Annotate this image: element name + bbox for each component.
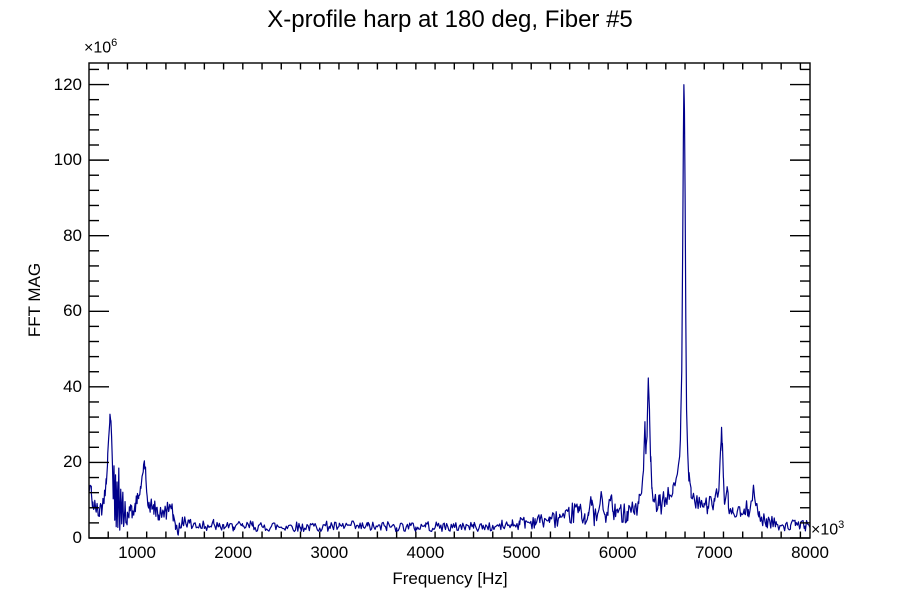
y-tick-label: 100 <box>53 150 82 170</box>
x-tick-label: 6000 <box>598 543 637 562</box>
y-tick-label: 20 <box>63 452 82 472</box>
x-tick-label: 5000 <box>502 543 541 562</box>
y-tick-label: 0 <box>72 528 82 547</box>
x-tick-label: 2000 <box>214 543 253 562</box>
y-tick-label: 40 <box>63 376 82 396</box>
x-tick-label: 1000 <box>118 543 156 562</box>
x-axis-title: Frequency [Hz] <box>392 569 508 588</box>
y-exponent-power: 6 <box>111 37 118 49</box>
chart-title: X-profile harp at 180 deg, Fiber #5 <box>267 6 633 33</box>
x-axis-exponent: ×103 <box>811 519 844 539</box>
x-exponent-base: ×10 <box>811 521 839 539</box>
y-exponent-base: ×10 <box>84 39 112 57</box>
y-axis-title: FFT MAG <box>25 262 44 338</box>
x-tick-label: 8000 <box>791 543 829 562</box>
x-tick-label: 7000 <box>694 543 733 562</box>
y-tick-label: 80 <box>63 225 82 245</box>
y-axis-exponent: ×106 <box>84 37 117 57</box>
x-tick-label: 4000 <box>406 543 445 562</box>
x-exponent-power: 3 <box>838 519 845 531</box>
y-tick-label: 60 <box>63 301 82 321</box>
y-tick-label: 120 <box>53 74 82 94</box>
x-tick-label: 3000 <box>310 543 349 562</box>
